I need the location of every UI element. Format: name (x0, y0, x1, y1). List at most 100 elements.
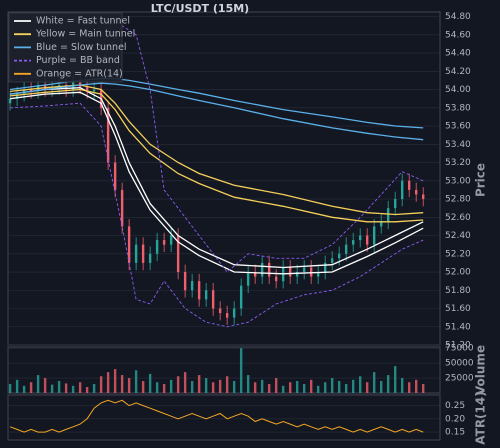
candle-body (92, 89, 96, 92)
y-tick-label: 53.20 (445, 158, 471, 168)
volume-bar (190, 381, 194, 393)
volume-bar (134, 370, 138, 393)
candle-body (15, 94, 19, 99)
y-tick-label: 51.40 (445, 322, 471, 332)
candle-body (253, 272, 257, 277)
legend-label: Yellow = Main tunnel (35, 29, 135, 40)
volume-bar (386, 375, 390, 393)
y-tick-label: 53.40 (445, 140, 471, 150)
tunnel-line (10, 88, 424, 223)
candle-body (85, 86, 89, 92)
y-tick-label: 52.60 (445, 213, 471, 223)
y-tick-label: 0.15 (445, 428, 465, 438)
candle-body (120, 189, 124, 227)
candle-body (400, 180, 404, 200)
y-tick-label: 53.00 (445, 176, 471, 186)
volume-bar (15, 379, 19, 393)
y-tick-label: 0.20 (445, 414, 465, 424)
volume-bar (29, 382, 33, 393)
volume-bar (239, 348, 243, 393)
candle-body (295, 272, 299, 277)
volume-bar (295, 381, 299, 393)
y-tick-label: 53.60 (445, 122, 471, 132)
volume-bar (8, 384, 12, 393)
candle-body (190, 281, 194, 291)
candle-body (197, 281, 201, 300)
volume-bar (421, 384, 425, 393)
candle-body (288, 267, 292, 277)
candle-body (169, 235, 173, 245)
candle-body (239, 285, 243, 309)
y-tick-label: 75000 (445, 344, 474, 354)
candle-body (225, 313, 229, 318)
y-tick-label: 51.60 (445, 304, 471, 314)
volume-bar (148, 373, 152, 393)
volume-bar (246, 375, 250, 393)
candle-body (407, 180, 411, 190)
volume-bar (400, 378, 404, 393)
y-tick-label: 0.25 (445, 401, 465, 411)
volume-bar (183, 372, 187, 393)
legend-label: Blue = Slow tunnel (36, 42, 127, 53)
volume-bar (197, 375, 201, 393)
volume-bar (365, 382, 369, 393)
tunnel-line (10, 91, 424, 275)
candle-body (8, 98, 12, 104)
volume-panel (7, 346, 441, 394)
candle-body (267, 262, 271, 277)
y-tick-label: 52.80 (445, 195, 471, 205)
candle-body (134, 244, 138, 263)
candle-body (204, 290, 208, 300)
legend-label: Orange = ATR(14) (36, 68, 123, 79)
y-tick-label: 54.00 (445, 85, 471, 95)
atr-line (9, 399, 424, 433)
volume-axis-label: Volume (474, 345, 488, 395)
volume-bar (260, 379, 264, 393)
volume-bar (106, 372, 110, 393)
volume-bar (330, 378, 334, 393)
candle-body (162, 240, 166, 245)
volume-bar (407, 382, 411, 393)
volume-bar (85, 387, 89, 393)
candle-body (365, 235, 369, 245)
candle-body (309, 267, 313, 277)
y-tick-label: 54.40 (445, 49, 471, 59)
legend-label: Purple = BB band (36, 55, 120, 66)
candle-body (155, 240, 159, 254)
candle-body (141, 244, 145, 263)
volume-bar (176, 376, 180, 393)
volume-bar (22, 385, 26, 393)
candle-body (246, 272, 250, 286)
volume-bar (50, 384, 54, 393)
candle-body (176, 235, 180, 273)
volume-bar (141, 381, 145, 393)
y-tick-label: 54.60 (445, 30, 471, 40)
volume-bar (120, 375, 124, 393)
volume-bar (99, 376, 103, 393)
candle-body (183, 272, 187, 291)
candle-body (330, 258, 334, 263)
candle-body (421, 194, 425, 200)
volume-bar (379, 381, 383, 393)
volume-bar (211, 382, 215, 393)
candle-body (302, 267, 306, 273)
y-tick-label: 51.20 (445, 341, 471, 351)
candle-body (351, 240, 355, 245)
candle-body (211, 290, 215, 309)
candle-body (113, 162, 117, 190)
volume-bar (127, 378, 131, 393)
volume-bar (414, 379, 418, 393)
y-tick-label: 51.80 (445, 286, 471, 296)
tunnel-line (10, 82, 424, 141)
candle-body (29, 89, 33, 92)
tunnel-line (10, 84, 424, 216)
y-tick-label: 52.00 (445, 268, 471, 278)
volume-bar (78, 382, 82, 393)
candle-body (386, 208, 390, 222)
atr-axis-label: ATR(14) (474, 391, 488, 444)
candle-body (106, 107, 110, 163)
candle-body (316, 272, 320, 277)
volume-bar (57, 381, 61, 393)
